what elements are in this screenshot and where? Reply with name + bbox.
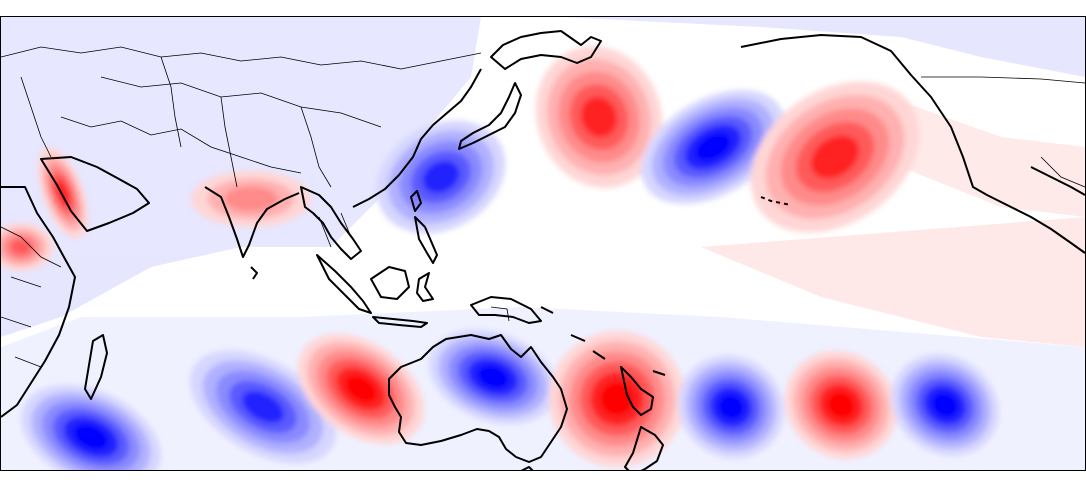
- anomaly-contour-level: [224, 186, 278, 212]
- anomaly-contour-level: [932, 392, 958, 418]
- sumatra-coastline: [316, 254, 372, 314]
- anomaly-s-pacific-low: [678, 355, 784, 459]
- tasmania-coastline: [520, 466, 534, 470]
- political-borders: [1, 46, 1085, 368]
- anomaly-s-pacific-high: [784, 350, 898, 460]
- anomaly-map: [1, 17, 1085, 470]
- anomaly-contour-level: [827, 391, 855, 419]
- taiwan-coastline: [410, 190, 422, 212]
- kamchatka-coastline: [490, 30, 602, 70]
- china-coastline: [352, 68, 482, 208]
- sulawesi-coastline: [416, 272, 434, 302]
- australia-coastline: [388, 334, 568, 463]
- anomaly-india-high: [191, 171, 311, 227]
- anomaly-contour-level: [422, 160, 460, 194]
- map-frame: [0, 16, 1086, 471]
- philippines-coastline: [414, 216, 438, 264]
- anomaly-contour-level: [695, 133, 731, 161]
- anomaly-contour-level: [477, 365, 509, 389]
- africa-coastline: [1, 186, 76, 418]
- anomaly-contour-level: [810, 135, 860, 179]
- pacific-islands: [540, 306, 666, 376]
- arabia-coastline: [40, 156, 150, 232]
- anomaly-ne-pacific-high: [750, 81, 920, 233]
- anomaly-contour-level: [242, 390, 284, 424]
- anomaly-contour-level: [718, 394, 744, 420]
- north-america-coastline: [740, 34, 1085, 254]
- anomaly-contour-level: [580, 96, 618, 138]
- coastlines: [1, 30, 1085, 470]
- anomaly-w-australia-high: [297, 333, 425, 445]
- anomaly-contour-level: [55, 179, 71, 207]
- sri-lanka-coastline: [250, 266, 258, 280]
- anomaly-contour-level: [345, 375, 377, 403]
- aleutian-islands: [760, 196, 792, 206]
- anomaly-se-pacific-low: [891, 354, 999, 456]
- anomaly-contour-level: [9, 238, 33, 256]
- anomaly-nw-pacific-high: [535, 46, 663, 188]
- se-asia-coastline: [300, 186, 362, 260]
- java-coastline: [372, 316, 428, 328]
- anomaly-sw-indian-low: [21, 384, 161, 470]
- anomaly-japan-low: [376, 120, 506, 234]
- madagascar-coastline: [84, 334, 108, 400]
- mexico-coastline: [1030, 166, 1085, 196]
- new-guinea-coastline: [470, 296, 542, 324]
- anomaly-contour-level: [74, 424, 108, 450]
- japan-coastline: [458, 82, 522, 150]
- new-zealand-north-coastline: [620, 366, 654, 416]
- borneo-coastline: [370, 266, 410, 300]
- new-zealand-south-coastline: [624, 426, 664, 470]
- anomaly-central-pacific-low: [641, 90, 785, 205]
- india-coastline: [204, 186, 300, 258]
